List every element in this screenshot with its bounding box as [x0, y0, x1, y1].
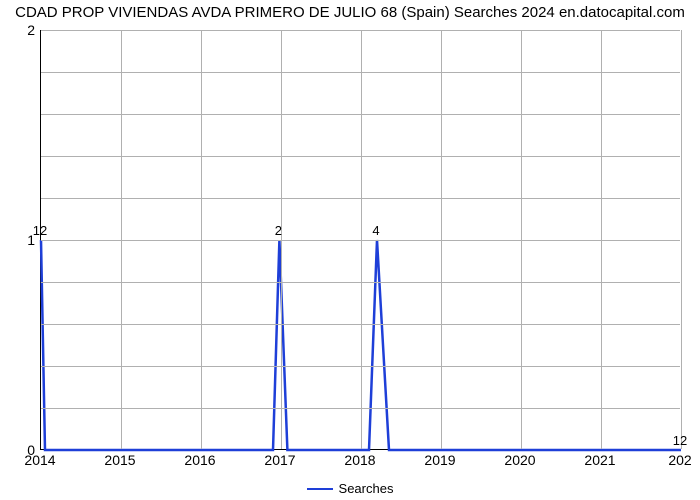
x-tick-label: 2019: [424, 452, 455, 468]
gridline-vertical: [601, 30, 602, 449]
gridline-vertical: [521, 30, 522, 449]
chart-container: CDAD PROP VIVIENDAS AVDA PRIMERO DE JULI…: [0, 0, 700, 500]
x-tick-label: 2018: [344, 452, 375, 468]
legend-label: Searches: [339, 481, 394, 496]
gridline-vertical: [361, 30, 362, 449]
chart-title: CDAD PROP VIVIENDAS AVDA PRIMERO DE JULI…: [0, 4, 700, 21]
gridline-vertical: [281, 30, 282, 449]
data-point-label: 12: [673, 433, 687, 448]
x-tick-label: 2020: [504, 452, 535, 468]
data-point-label: 2: [275, 223, 282, 238]
plot-area: [40, 30, 680, 450]
gridline-vertical: [121, 30, 122, 449]
x-tick-label: 2015: [104, 452, 135, 468]
data-point-label: 4: [372, 223, 379, 238]
x-tick-label: 2016: [184, 452, 215, 468]
y-tick-label: 2: [5, 22, 35, 38]
x-tick-label: 2021: [584, 452, 615, 468]
data-point-label: 12: [33, 223, 47, 238]
gridline-vertical: [441, 30, 442, 449]
gridline-vertical: [681, 30, 682, 449]
legend-swatch: [307, 488, 333, 490]
x-tick-label: 2014: [24, 452, 55, 468]
x-tick-label: 2017: [264, 452, 295, 468]
legend: Searches: [0, 481, 700, 496]
y-tick-label: 1: [5, 232, 35, 248]
gridline-vertical: [201, 30, 202, 449]
x-tick-label: 202: [668, 452, 691, 468]
